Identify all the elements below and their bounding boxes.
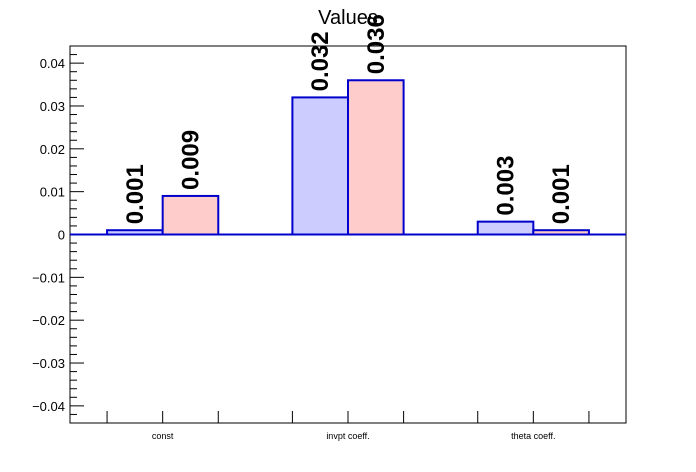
bar bbox=[347, 79, 405, 236]
data-label: 0.032 bbox=[307, 31, 334, 91]
y-tick-label: 0.04 bbox=[40, 56, 65, 71]
chart-title: Values bbox=[318, 7, 378, 29]
y-tick-label: −0.01 bbox=[32, 270, 65, 285]
data-label: 0.009 bbox=[177, 130, 204, 190]
y-tick-label: 0.03 bbox=[40, 99, 65, 114]
data-labels: 0.001 0.032 0.003 0.009 0.036 0.001 bbox=[122, 14, 575, 224]
y-tick-label: 0.02 bbox=[40, 142, 65, 157]
bar bbox=[476, 220, 535, 236]
x-category-label: invpt coeff. bbox=[326, 431, 369, 441]
y-tick-label: 0 bbox=[58, 228, 65, 243]
data-label: 0.036 bbox=[363, 14, 390, 74]
x-axis: const invpt coeff. theta coeff. bbox=[106, 411, 590, 441]
bar bbox=[291, 96, 349, 236]
x-category-label: theta coeff. bbox=[511, 431, 555, 441]
y-tick-label: 0.01 bbox=[40, 185, 65, 200]
y-axis: −0.04 −0.03 −0.02 −0.01 0 0.01 0.02 0.03 0.04 bbox=[32, 54, 84, 415]
data-label: 0.003 bbox=[493, 156, 520, 216]
data-label: 0.001 bbox=[122, 164, 149, 224]
data-label: 0.001 bbox=[548, 164, 575, 224]
x-category-label: const bbox=[152, 431, 174, 441]
y-tick-label: −0.04 bbox=[32, 399, 65, 414]
y-tick-label: −0.02 bbox=[32, 313, 65, 328]
y-tick-label: −0.03 bbox=[32, 356, 65, 371]
bar bbox=[161, 194, 220, 236]
